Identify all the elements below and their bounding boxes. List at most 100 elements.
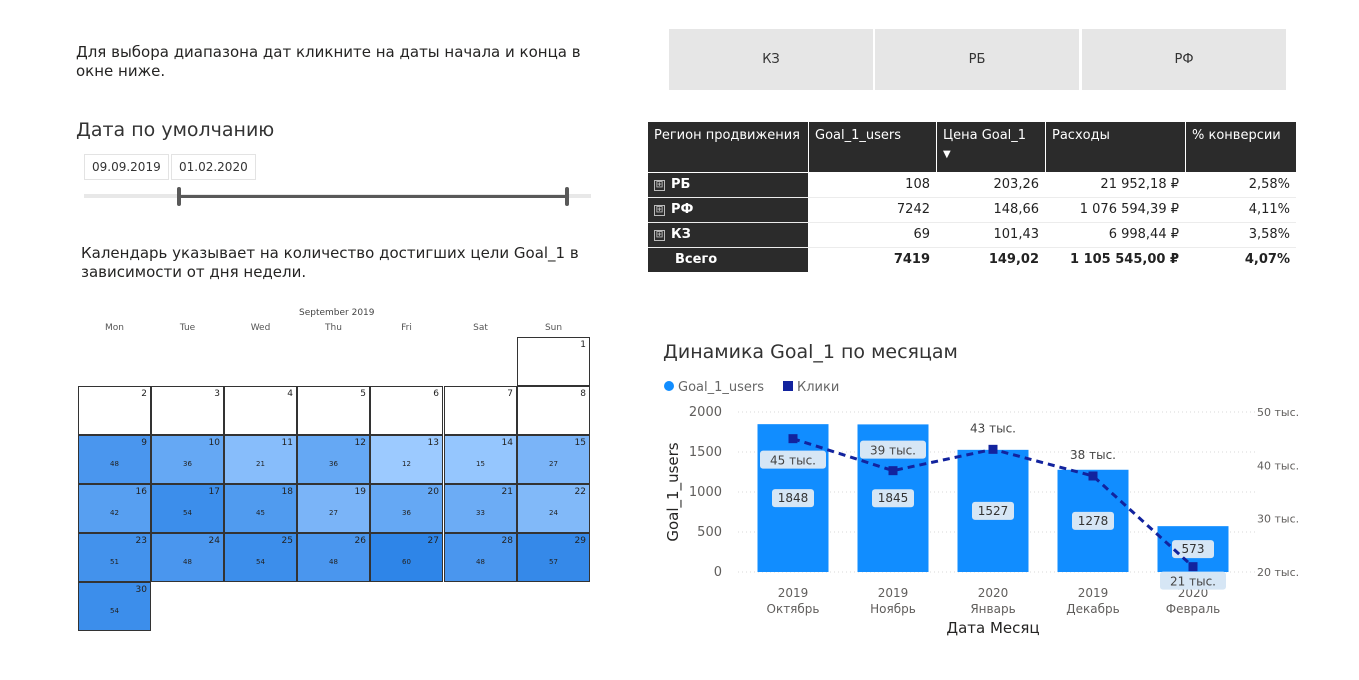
header-cost[interactable]: Расходы xyxy=(1046,122,1185,172)
day-goal-count: 36 xyxy=(183,460,192,468)
calendar-day-cell[interactable]: 26 48 xyxy=(297,533,370,582)
date-slicer-title: Дата по умолчанию xyxy=(76,119,275,141)
day-number: 1 xyxy=(580,340,586,350)
expand-plus-icon[interactable]: ⊞ xyxy=(654,180,665,191)
table-row[interactable]: ⊞ РБ 108 203,26 21 952,18 ₽ 2,58% xyxy=(648,173,1296,198)
cell-cost: 21 952,18 ₽ xyxy=(1100,177,1179,192)
cell-conv: 2,58% xyxy=(1248,177,1290,192)
day-number: 12 xyxy=(354,438,366,448)
header-users[interactable]: Goal_1_users xyxy=(809,122,936,172)
calendar-day-cell[interactable]: 14 15 xyxy=(444,435,517,484)
day-number: 22 xyxy=(574,487,586,497)
calendar-day-cell[interactable]: 17 54 xyxy=(151,484,224,533)
calendar-day-cell[interactable]: 16 42 xyxy=(78,484,151,533)
day-number: 10 xyxy=(208,438,220,448)
region-name: Всего xyxy=(675,252,718,267)
clicks-point[interactable] xyxy=(1088,471,1098,481)
day-number: 19 xyxy=(354,487,366,497)
day-goal-count: 21 xyxy=(256,460,265,468)
calendar-day-cell[interactable]: 9 48 xyxy=(78,435,151,484)
calendar-day-cell[interactable]: 3 xyxy=(151,386,224,435)
line-data-label: 21 тыс. xyxy=(1170,575,1216,589)
clicks-point[interactable] xyxy=(888,466,898,476)
day-goal-count: 54 xyxy=(183,509,192,517)
calendar-day-cell[interactable]: 1 xyxy=(517,337,590,386)
day-goal-count: 51 xyxy=(110,558,119,566)
legend-clicks-label: Клики xyxy=(797,380,839,395)
calendar-day-cell[interactable]: 10 36 xyxy=(151,435,224,484)
y-axis-tick-label: 500 xyxy=(697,525,722,540)
calendar-day-cell[interactable]: 30 54 xyxy=(78,582,151,631)
calendar-day-cell[interactable]: 19 27 xyxy=(297,484,370,533)
calendar-day-cell[interactable]: 12 36 xyxy=(297,435,370,484)
y2-axis-tick-label: 20 тыс. xyxy=(1257,566,1299,579)
date-slider-range xyxy=(179,195,567,198)
clicks-point[interactable] xyxy=(988,444,998,454)
region-filter-button[interactable]: КЗ xyxy=(669,29,873,90)
end-date-input[interactable]: 01.02.2020 xyxy=(171,154,256,180)
day-number: 5 xyxy=(360,389,366,399)
clicks-point[interactable] xyxy=(788,434,798,444)
calendar-day-cell[interactable]: 4 xyxy=(224,386,297,435)
day-goal-count: 36 xyxy=(329,460,338,468)
day-number: 27 xyxy=(427,536,439,546)
day-number: 13 xyxy=(427,438,439,448)
slider-start-handle[interactable] xyxy=(177,187,181,206)
region-filter-button[interactable]: РФ xyxy=(1082,29,1286,90)
calendar-day-cell[interactable]: 22 24 xyxy=(517,484,590,533)
legend-clicks-marker xyxy=(783,381,793,391)
calendar-day-cell[interactable]: 24 48 xyxy=(151,533,224,582)
header-price[interactable]: Цена Goal_1 ▼ xyxy=(937,122,1045,172)
calendar-day-cell[interactable]: 5 xyxy=(297,386,370,435)
day-number: 8 xyxy=(580,389,586,399)
calendar-day-cell[interactable]: 13 12 xyxy=(370,435,443,484)
cell-users: 69 xyxy=(913,227,930,242)
bar-data-label: 1278 xyxy=(1078,514,1109,528)
table-row[interactable]: ⊞ КЗ 69 101,43 6 998,44 ₽ 3,58% xyxy=(648,223,1296,248)
x-axis-year-label: 2019 xyxy=(778,586,809,600)
calendar-day-cell[interactable]: 20 36 xyxy=(370,484,443,533)
header-conversion[interactable]: % конверсии xyxy=(1186,122,1296,172)
calendar-day-cell[interactable]: 23 51 xyxy=(78,533,151,582)
slider-end-handle[interactable] xyxy=(565,187,569,206)
region-cell: ⊞ РФ xyxy=(648,198,808,222)
day-number: 17 xyxy=(208,487,220,497)
expand-plus-icon[interactable]: ⊞ xyxy=(654,230,665,241)
cell-cost: 6 998,44 ₽ xyxy=(1108,227,1179,242)
calendar-day-cell[interactable]: 6 xyxy=(370,386,443,435)
sort-desc-icon: ▼ xyxy=(943,149,951,160)
y-axis-tick-label: 1500 xyxy=(689,445,722,460)
day-number: 4 xyxy=(287,389,293,399)
day-goal-count: 54 xyxy=(256,558,265,566)
bar-data-label: 573 xyxy=(1182,542,1205,556)
calendar-day-cell[interactable]: 25 54 xyxy=(224,533,297,582)
region-name: РБ xyxy=(671,177,691,192)
calendar-day-cell[interactable]: 27 60 xyxy=(370,533,443,582)
y-axis-tick-label: 2000 xyxy=(689,405,722,420)
header-region[interactable]: Регион продвижения xyxy=(648,122,808,172)
calendar-day-cell[interactable]: 2 xyxy=(78,386,151,435)
y-axis-title: Goal_1_users xyxy=(664,442,683,541)
calendar-day-cell[interactable]: 21 33 xyxy=(444,484,517,533)
calendar-day-cell[interactable]: 7 xyxy=(444,386,517,435)
expand-plus-icon[interactable]: ⊞ xyxy=(654,205,665,216)
day-goal-count: 45 xyxy=(256,509,265,517)
calendar-day-cell[interactable]: 8 xyxy=(517,386,590,435)
legend-goal-users-label: Goal_1_users xyxy=(678,380,764,395)
day-number: 25 xyxy=(281,536,293,546)
weekday-label: Wed xyxy=(250,323,271,333)
start-date-input[interactable]: 09.09.2019 xyxy=(84,154,169,180)
day-goal-count: 48 xyxy=(183,558,192,566)
line-data-label-box xyxy=(760,450,826,469)
x-axis-title: Дата Месяц xyxy=(946,619,1039,637)
calendar-day-cell[interactable]: 15 27 xyxy=(517,435,590,484)
clicks-point[interactable] xyxy=(1188,562,1198,572)
table-row[interactable]: ⊞ РФ 7242 148,66 1 076 594,39 ₽ 4,11% xyxy=(648,198,1296,223)
calendar-day-cell[interactable]: 18 45 xyxy=(224,484,297,533)
cell-price: 149,02 xyxy=(988,252,1039,267)
region-filter-button[interactable]: РБ xyxy=(875,29,1079,90)
calendar-day-cell[interactable]: 28 48 xyxy=(444,533,517,582)
calendar-day-cell[interactable]: 11 21 xyxy=(224,435,297,484)
line-data-label: 43 тыс. xyxy=(970,421,1016,435)
calendar-day-cell[interactable]: 29 57 xyxy=(517,533,590,582)
